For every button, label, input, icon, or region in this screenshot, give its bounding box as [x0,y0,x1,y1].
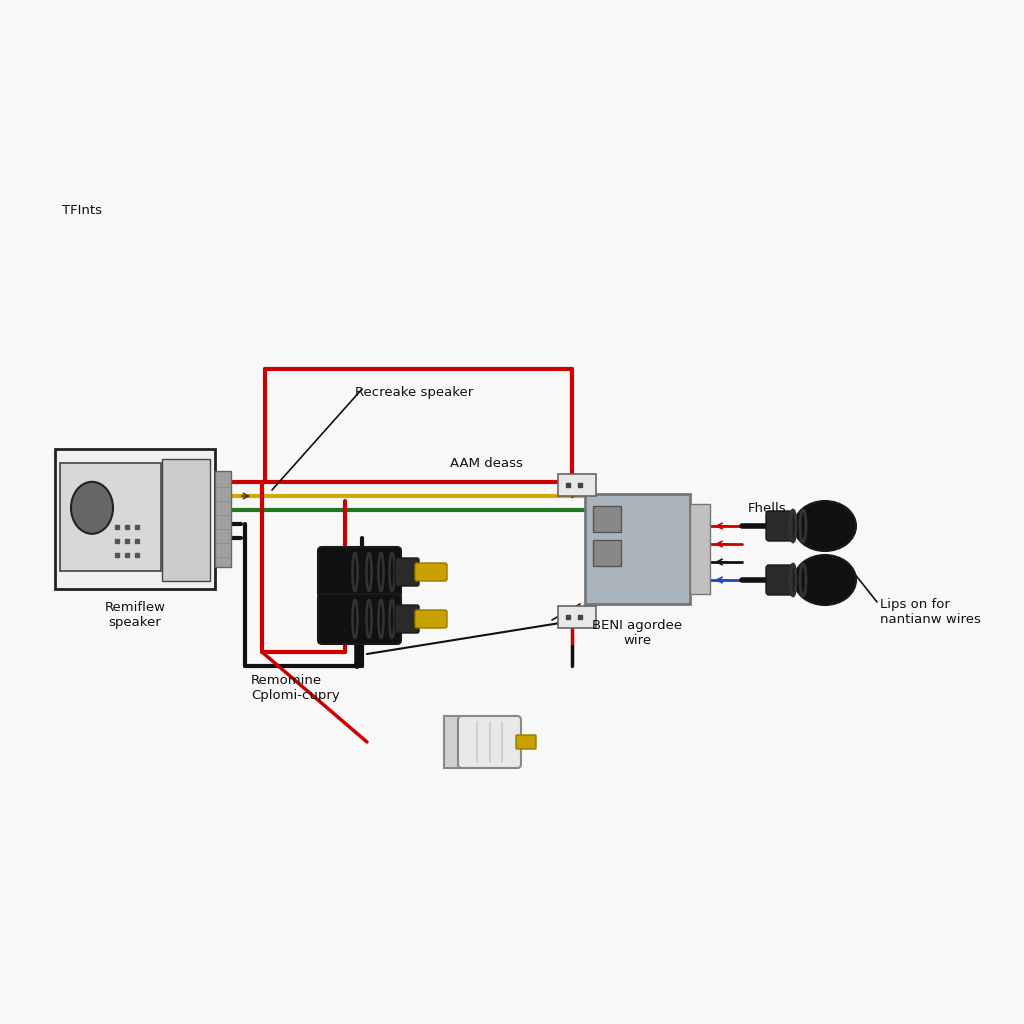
Bar [593,506,621,532]
Text: AAM deass: AAM deass [450,457,523,470]
FancyBboxPatch shape [318,547,401,597]
Bar [593,540,621,566]
FancyBboxPatch shape [415,610,447,628]
FancyBboxPatch shape [766,511,794,541]
FancyBboxPatch shape [318,594,401,644]
FancyBboxPatch shape [60,463,161,571]
FancyBboxPatch shape [766,565,794,595]
Text: Lips on for
nantianw wires: Lips on for nantianw wires [880,598,981,626]
Ellipse shape [794,501,856,551]
Ellipse shape [71,482,113,534]
Text: TFInts: TFInts [62,204,102,217]
Bar [558,606,596,628]
Text: BENI agordee
wire: BENI agordee wire [593,618,683,647]
FancyBboxPatch shape [585,494,690,604]
Text: Remiflew
speaker: Remiflew speaker [104,601,166,629]
FancyBboxPatch shape [458,716,521,768]
FancyBboxPatch shape [395,605,419,633]
FancyBboxPatch shape [415,563,447,581]
Text: Fhells: Fhells [748,502,786,514]
Bar [690,504,710,594]
FancyBboxPatch shape [395,558,419,586]
FancyBboxPatch shape [516,735,536,749]
Bar [558,474,596,496]
FancyBboxPatch shape [55,449,215,589]
Text: Remomine
Cplomi-cupry: Remomine Cplomi-cupry [251,674,340,702]
FancyBboxPatch shape [162,459,210,581]
FancyBboxPatch shape [444,716,462,768]
Bar [215,471,231,567]
Text: Recreake speaker: Recreake speaker [355,386,473,399]
Ellipse shape [794,555,856,605]
